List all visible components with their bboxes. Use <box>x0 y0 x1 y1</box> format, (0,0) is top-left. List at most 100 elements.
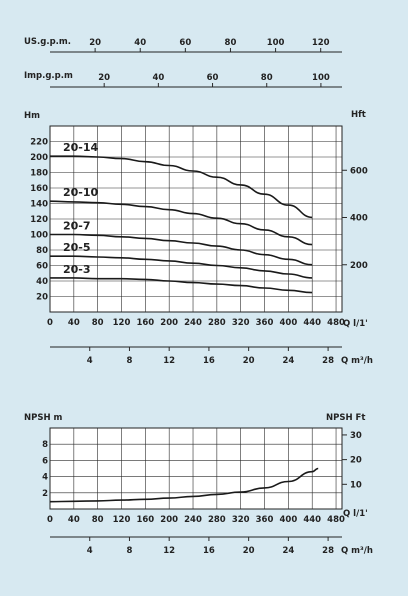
x-tick-label: 400 <box>279 318 297 328</box>
y2-tick-label: 600 <box>350 166 368 176</box>
x-tick-label: 280 <box>208 515 226 525</box>
head-y2-axis-label: Hft <box>351 110 366 120</box>
x-tick-label: 80 <box>92 515 104 525</box>
x-tick-label: 200 <box>160 515 178 525</box>
x-tick-label: 120 <box>113 318 131 328</box>
head-x-ticks: 0 40 80 120 160 200 240 280 320 360 400 440 480 <box>47 318 345 328</box>
x-tick-label: 160 <box>136 318 154 328</box>
impgpm-scale-label: Imp.g.p.m <box>24 71 73 81</box>
m3h-tick-label: 8 <box>126 356 132 366</box>
m3h-tick-label: 24 <box>282 356 294 366</box>
x-tick-label: 440 <box>303 318 321 328</box>
y-tick-label: 220 <box>30 138 48 148</box>
usgpm-tick-label: 80 <box>225 38 237 48</box>
m3h-tick-label: 12 <box>163 546 175 556</box>
x-tick-label: 240 <box>184 515 202 525</box>
impgpm-scale: Imp.g.p.m 20 40 60 80 100 <box>24 71 342 88</box>
x-tick-label: 160 <box>136 515 154 525</box>
usgpm-scale-label: US.g.p.m. <box>24 37 71 47</box>
y2-tick-label: 30 <box>350 431 362 441</box>
y-tick-label: 100 <box>30 231 48 241</box>
m3h-tick-label: 28 <box>322 546 334 556</box>
curve-label-20-10: 20-10 <box>63 186 99 199</box>
x-tick-label: 0 <box>47 515 53 525</box>
y-tick-label: 180 <box>30 169 48 179</box>
m3h-tick-label: 4 <box>87 546 93 556</box>
impgpm-tick-label: 60 <box>207 73 219 83</box>
m3h-tick-label: 28 <box>322 356 334 366</box>
impgpm-tick-label: 20 <box>98 73 110 83</box>
y-tick-label: 20 <box>36 293 48 303</box>
curve-label-20-5: 20-5 <box>63 241 91 254</box>
m3h-tick-label: 4 <box>87 356 93 366</box>
x-tick-label: 240 <box>184 318 202 328</box>
y-tick-label: 80 <box>36 246 48 256</box>
npsh-y2-axis-label: NPSH Ft <box>326 413 365 423</box>
y-tick-label: 60 <box>36 262 48 272</box>
npsh-m3h-ticks: 4 8 12 16 20 24 28 <box>87 537 334 556</box>
head-x-axis-label: Q l/1' <box>343 319 368 329</box>
head-chart: Hm Hft 20-14 20-10 20-7 20-5 20-3 0 40 80 120 16… <box>24 110 373 366</box>
x-tick-label: 440 <box>303 515 321 525</box>
npsh-y-axis-label: NPSH m <box>24 413 63 423</box>
curve-20-7 <box>50 233 313 266</box>
y2-tick-label: 200 <box>350 261 368 271</box>
y-tick-label: 40 <box>36 277 48 287</box>
npsh-chart: NPSH m NPSH Ft 0 40 80 120 160 200 240 280 320 36… <box>24 413 373 556</box>
curve-20-5 <box>50 255 313 279</box>
m3h-tick-label: 12 <box>163 356 175 366</box>
head-curves: 20-14 20-10 20-7 20-5 20-3 <box>49 141 313 294</box>
curve-label-20-3: 20-3 <box>63 263 91 276</box>
y2-tick-label: 10 <box>350 480 362 490</box>
x-tick-label: 280 <box>208 318 226 328</box>
curve-npsh <box>49 467 319 503</box>
x-tick-label: 360 <box>256 515 274 525</box>
curve-20-3 <box>49 277 313 294</box>
m3h-tick-label: 8 <box>126 546 132 556</box>
x-tick-label: 320 <box>232 318 250 328</box>
usgpm-tick-label: 120 <box>312 38 330 48</box>
curve-label-20-14: 20-14 <box>63 141 99 154</box>
x-tick-label: 40 <box>68 318 80 328</box>
x-tick-label: 480 <box>327 515 345 525</box>
npsh-x-ticks: 0 40 80 120 160 200 240 280 320 360 400 440 480 <box>47 515 345 525</box>
y-tick-label: 4 <box>42 473 48 483</box>
m3h-tick-label: 16 <box>203 546 215 556</box>
usgpm-tick-label: 100 <box>267 38 285 48</box>
npsh-x2-axis-label: Q m³/h <box>341 546 373 556</box>
npsh-curves <box>49 467 319 503</box>
usgpm-scale: US.g.p.m. 20 40 60 80 100 120 <box>24 37 342 53</box>
head-y-axis-label: Hm <box>24 111 40 121</box>
curve-20-14 <box>50 155 313 219</box>
usgpm-tick-label: 40 <box>134 38 146 48</box>
usgpm-tick-label: 60 <box>179 38 191 48</box>
y-tick-label: 140 <box>30 200 48 210</box>
head-y2-ticks: 200 400 600 <box>342 166 368 271</box>
head-m3h-ticks: 4 8 12 16 20 24 28 <box>87 347 334 366</box>
y-tick-label: 8 <box>42 440 48 450</box>
x-tick-label: 320 <box>232 515 250 525</box>
usgpm-tick-label: 20 <box>89 38 101 48</box>
curve-20-10 <box>49 200 313 246</box>
x-tick-label: 120 <box>113 515 131 525</box>
curve-label-20-7: 20-7 <box>63 220 91 233</box>
impgpm-tick-label: 40 <box>152 73 164 83</box>
m3h-tick-label: 20 <box>243 356 255 366</box>
impgpm-tick-label: 80 <box>261 73 273 83</box>
impgpm-tick-label: 100 <box>312 73 330 83</box>
x-tick-label: 40 <box>68 515 80 525</box>
m3h-tick-label: 16 <box>203 356 215 366</box>
y2-tick-label: 20 <box>350 456 362 466</box>
m3h-tick-label: 20 <box>243 546 255 556</box>
x-tick-label: 480 <box>327 318 345 328</box>
x-tick-label: 200 <box>160 318 178 328</box>
head-y-ticks: 20 40 60 80 100 120 140 160 180 200 220 <box>30 138 48 303</box>
y-tick-label: 160 <box>30 184 48 194</box>
npsh-plot-area <box>49 427 343 510</box>
y-tick-label: 120 <box>30 215 48 225</box>
m3h-tick-label: 24 <box>282 546 294 556</box>
y2-tick-label: 400 <box>350 214 368 224</box>
y-tick-label: 6 <box>42 456 48 466</box>
y-tick-label: 200 <box>30 153 48 163</box>
